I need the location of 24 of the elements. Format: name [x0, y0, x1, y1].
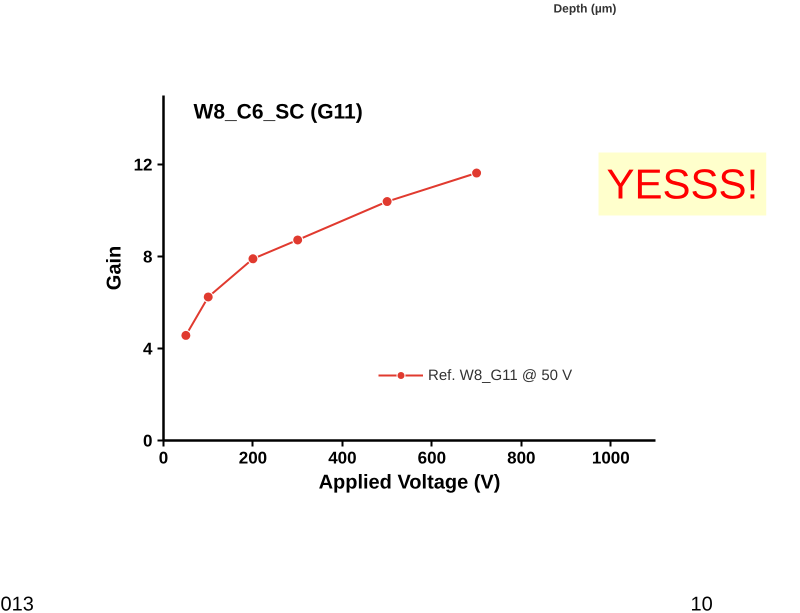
- point: [247, 253, 258, 264]
- x-tick-label: 600: [418, 448, 446, 468]
- y-tick-label: 0: [143, 432, 153, 450]
- x-axis-title: Applied Voltage (V): [318, 472, 500, 494]
- x-tick-label: 1000: [592, 448, 630, 468]
- x-tick-label: 800: [507, 448, 536, 468]
- text: Depth (µm): [554, 2, 616, 16]
- text: 013: [0, 594, 34, 613]
- chart-title: W8_C6_SC (G11): [194, 100, 363, 124]
- text: 10: [690, 594, 713, 613]
- x-tick-label: 200: [238, 448, 268, 468]
- y-tick-label: 4: [143, 340, 154, 358]
- y-tick-label: 12: [134, 156, 153, 174]
- point: [180, 330, 192, 341]
- annotation: YESSS!: [606, 160, 758, 208]
- y-axis-title: Gain: [104, 246, 126, 290]
- point: [202, 291, 214, 302]
- legend-label: Ref. W8_G11 @ 50 V: [428, 366, 572, 384]
- point: [471, 168, 482, 178]
- point: [382, 196, 393, 208]
- y-tick-label: 8: [143, 248, 153, 266]
- point: [292, 234, 304, 246]
- x-tick-label: 400: [328, 448, 357, 468]
- x-tick-label: 0: [158, 448, 168, 468]
